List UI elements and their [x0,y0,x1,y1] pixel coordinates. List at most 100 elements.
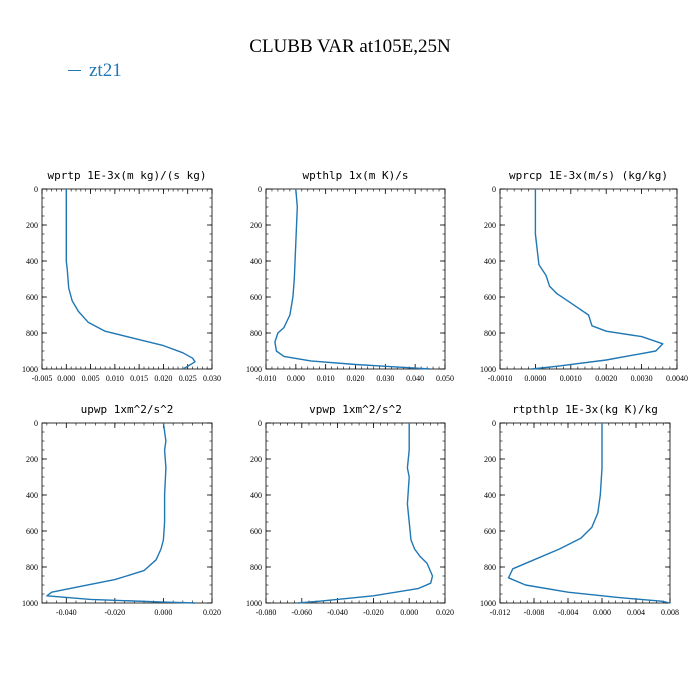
x-tick-label: 0.020 [347,374,365,383]
plot-frame [499,422,671,604]
x-tick-label: 0.025 [179,374,197,383]
y-tick-label: 800 [484,563,496,572]
plot-frame [499,188,678,370]
series-line-zt21 [531,189,664,370]
y-tick-label: 1000 [480,365,496,374]
x-tick-label: 0.010 [106,374,124,383]
series-line-zt21 [46,422,196,604]
x-tick-label: 0.0020 [595,374,617,383]
x-tick-label: 0.000 [57,374,75,383]
x-tick-label: -0.012 [490,608,511,617]
x-tick-label: 0.015 [130,374,148,383]
y-tick-label: 200 [26,221,38,230]
y-tick-label: 600 [250,527,262,536]
y-tick-label: 600 [250,293,262,302]
legend-line-swatch [68,70,81,72]
x-tick-label: -0.040 [327,608,348,617]
x-tick-label: 0.000 [400,608,418,617]
x-tick-label: 0.0010 [560,374,582,383]
y-tick-label: 0 [258,419,262,428]
x-tick-label: -0.060 [291,608,312,617]
x-tick-label: -0.020 [105,608,126,617]
x-tick-label: 0.004 [627,608,645,617]
y-tick-label: 1000 [22,599,38,608]
y-tick-label: 600 [26,293,38,302]
x-tick-label: -0.008 [524,608,545,617]
legend-label: zt21 [89,60,122,81]
y-tick-label: 600 [26,527,38,536]
y-tick-label: 0 [492,419,496,428]
x-tick-label: 0.020 [154,374,172,383]
y-tick-label: 200 [484,455,496,464]
x-tick-label: -0.0010 [488,374,513,383]
series-line-zt21 [274,188,431,370]
panel-title: rtpthlp 1E-3x(kg K)/kg [512,403,658,416]
x-tick-label: 0.000 [154,608,172,617]
x-tick-label: 0.010 [317,374,335,383]
y-tick-label: 200 [26,455,38,464]
x-tick-label: 0.0040 [666,374,688,383]
panel-title: wprtp 1E-3x(m kg)/(s kg) [48,169,207,182]
x-tick-label: 0.000 [287,374,305,383]
y-tick-label: 200 [484,221,496,230]
x-tick-label: -0.010 [256,374,277,383]
y-tick-label: 0 [258,185,262,194]
x-tick-label: -0.080 [256,608,277,617]
y-tick-label: 800 [484,329,496,338]
x-tick-label: 0.040 [406,374,424,383]
panel-3: wprcp 1E-3x(m/s) (kg/kg) -0.0010 0.0000 0.0… [480,169,688,383]
y-tick-label: 800 [250,563,262,572]
x-tick-label: -0.004 [558,608,579,617]
y-tick-label: 400 [484,257,496,266]
series-line-zt21 [65,189,196,370]
series-line-zt21 [507,423,671,604]
y-tick-label: 1000 [480,599,496,608]
x-tick-label: -0.020 [363,608,384,617]
y-tick-label: 800 [26,563,38,572]
panel-title: upwp 1xm^2/s^2 [81,403,174,416]
y-tick-label: 600 [484,527,496,536]
y-tick-label: 200 [250,455,262,464]
series-line-zt21 [298,423,434,604]
y-tick-label: 400 [26,257,38,266]
y-tick-label: 1000 [246,599,262,608]
y-tick-label: 0 [492,185,496,194]
x-tick-label: 0.0030 [631,374,653,383]
y-tick-label: 200 [250,221,262,230]
panel-title: wpthlp 1x(m K)/s [303,169,409,182]
x-tick-label: 0.000 [593,608,611,617]
panel-2: wpthlp 1x(m K)/s -0.010 0.000 0.010 0.020 0.0… [246,169,454,383]
legend-entry: zt21 [68,60,122,82]
x-tick-label: 0.008 [661,608,679,617]
y-tick-label: 800 [250,329,262,338]
x-tick-label: 0.050 [436,374,454,383]
x-tick-label: -0.040 [56,608,77,617]
y-tick-label: 1000 [22,365,38,374]
plot-frame [265,422,446,604]
x-tick-label: 0.020 [436,608,454,617]
x-tick-label: 0.005 [82,374,100,383]
y-tick-label: 800 [26,329,38,338]
panel-1: wprtp 1E-3x(m kg)/(s kg) -0.005 0.000 0.005… [22,169,221,383]
y-tick-label: 400 [484,491,496,500]
y-tick-label: 1000 [246,365,262,374]
y-tick-label: 400 [26,491,38,500]
plot-frame [265,188,446,370]
panel-title: vpwp 1xm^2/s^2 [309,403,402,416]
x-tick-label: 0.0000 [524,374,546,383]
x-tick-label: 0.020 [203,608,221,617]
y-tick-label: 0 [34,185,38,194]
x-tick-label: -0.005 [32,374,53,383]
y-tick-label: 600 [484,293,496,302]
y-tick-label: 0 [34,419,38,428]
panel-5: vpwp 1xm^2/s^2 -0.080 -0.060 -0.040 -0.020 0.… [246,403,454,617]
panel-title: wprcp 1E-3x(m/s) (kg/kg) [509,169,668,182]
panel-6: rtpthlp 1E-3x(kg K)/kg -0.012 -0.008 -0.004… [480,403,679,617]
x-tick-label: 0.030 [203,374,221,383]
panel-4: upwp 1xm^2/s^2 -0.040 -0.020 0.000 0.020 0 200… [22,403,221,617]
y-tick-label: 400 [250,257,262,266]
y-tick-label: 400 [250,491,262,500]
page-title: CLUBB VAR at105E,25N [249,36,451,57]
x-tick-label: 0.030 [376,374,394,383]
